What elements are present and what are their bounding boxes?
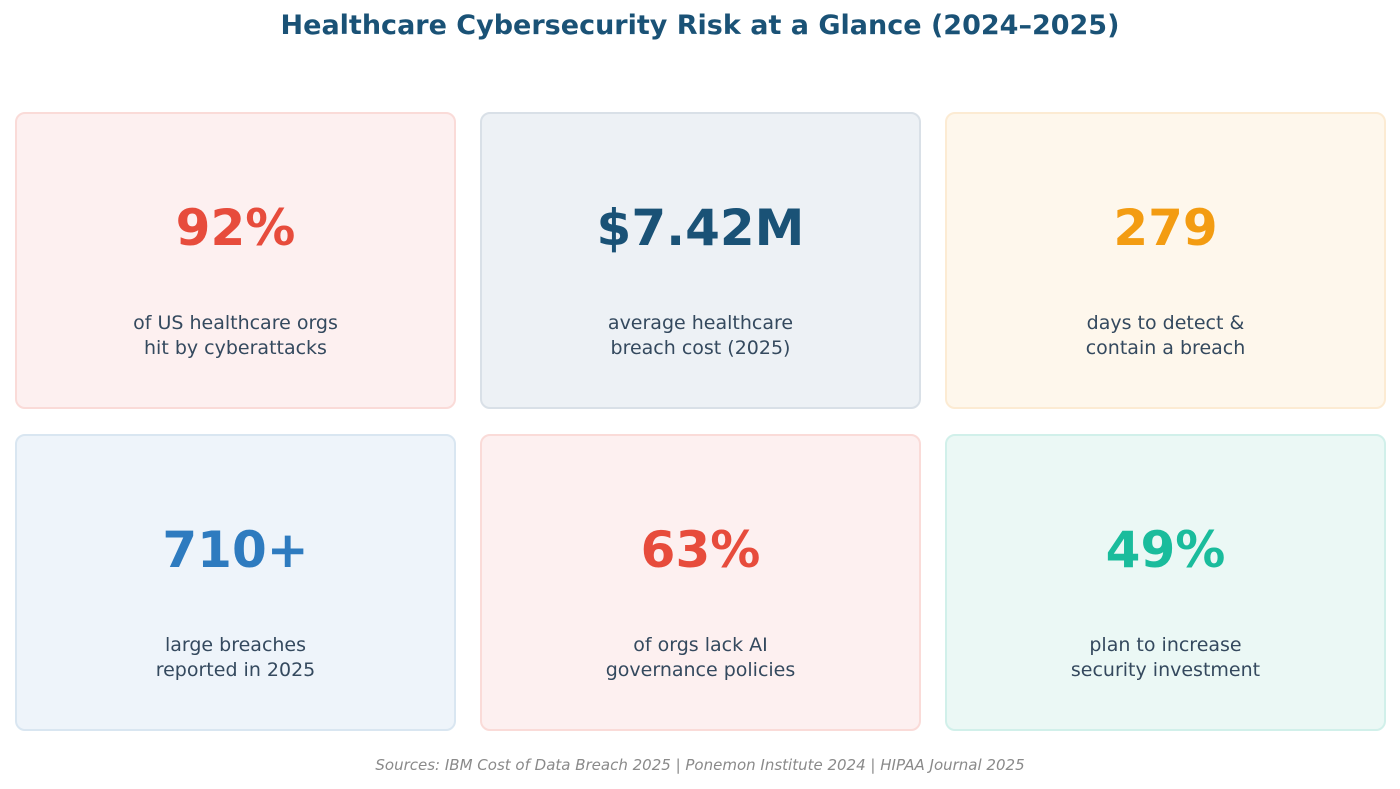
stat-description-line-2: reported in 2025 — [155, 659, 316, 681]
page-title: Healthcare Cybersecurity Risk at a Glanc… — [280, 10, 1120, 41]
stat-description: large breaches reported in 2025 — [17, 633, 454, 683]
stat-description-line-1: large breaches — [164, 634, 307, 656]
stat-value: 279 — [1113, 199, 1218, 257]
stat-card-detection-days: 279 days to detect & contain a breach — [945, 112, 1386, 409]
stat-value: 92% — [175, 199, 296, 257]
stat-card-large-breaches: 710+ large breaches reported in 2025 — [15, 434, 456, 731]
stat-description: average healthcare breach cost (2025) — [482, 311, 919, 361]
stat-description-line-2: hit by cyberattacks — [144, 337, 327, 359]
stat-description-line-1: days to detect & — [1086, 312, 1245, 334]
stat-value: 63% — [640, 521, 761, 579]
stat-description-line-2: breach cost (2025) — [610, 337, 791, 359]
stat-card-ai-governance: 63% of orgs lack AI governance policies — [480, 434, 921, 731]
stat-description-line-1: of US healthcare orgs — [133, 312, 338, 334]
stat-description-line-1: of orgs lack AI — [633, 634, 768, 656]
stat-card-attacks: 92% of US healthcare orgs hit by cyberat… — [15, 112, 456, 409]
stat-description-line-1: plan to increase — [1089, 634, 1242, 656]
stat-description: of orgs lack AI governance policies — [482, 633, 919, 683]
stat-description: plan to increase security investment — [947, 633, 1384, 683]
stat-description-line-2: security investment — [1070, 659, 1261, 681]
stat-description-line-1: average healthcare — [607, 312, 794, 334]
stat-value: 710+ — [162, 521, 309, 579]
stat-value: 49% — [1105, 521, 1226, 579]
stat-description-line-2: governance policies — [605, 659, 796, 681]
stat-value: $7.42M — [596, 199, 805, 257]
stat-description: days to detect & contain a breach — [947, 311, 1384, 361]
sources-footnote: Sources: IBM Cost of Data Breach 2025 | … — [375, 756, 1025, 774]
stat-description-line-2: contain a breach — [1085, 337, 1246, 359]
stat-card-breach-cost: $7.42M average healthcare breach cost (2… — [480, 112, 921, 409]
stat-description: of US healthcare orgs hit by cyberattack… — [17, 311, 454, 361]
stat-card-security-investment: 49% plan to increase security investment — [945, 434, 1386, 731]
